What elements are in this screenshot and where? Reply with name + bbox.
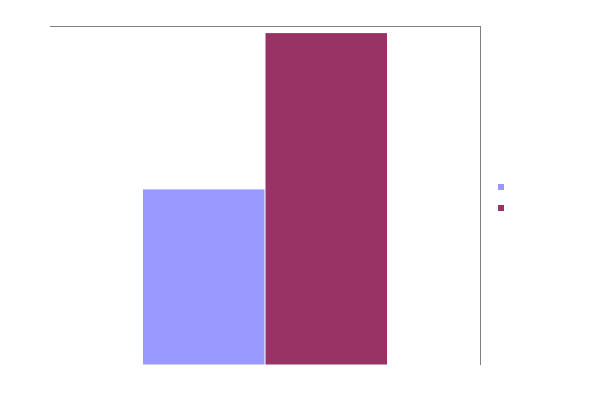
plot-frame bbox=[50, 26, 481, 365]
legend-swatch-series-1 bbox=[498, 184, 504, 190]
bar-series-1 bbox=[142, 188, 266, 366]
legend bbox=[498, 184, 504, 211]
legend-swatch-series-2 bbox=[498, 205, 504, 211]
bar-group bbox=[142, 32, 388, 366]
bar-series-2 bbox=[264, 32, 388, 366]
